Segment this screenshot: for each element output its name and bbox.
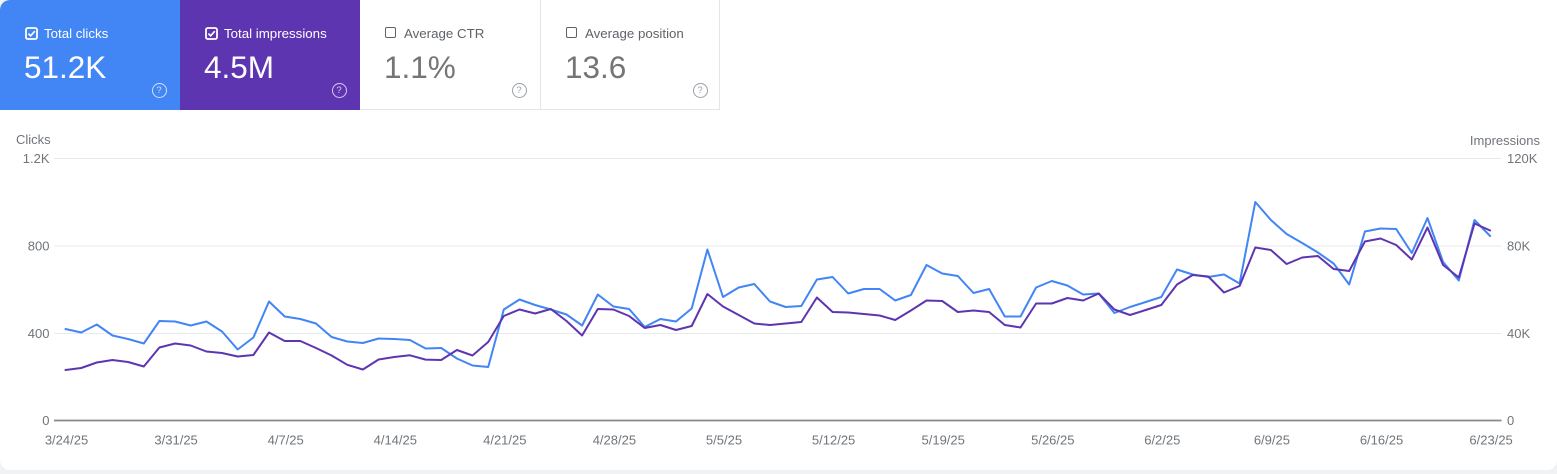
svg-text:Clicks: Clicks: [16, 132, 51, 147]
svg-text:4/14/25: 4/14/25: [374, 433, 417, 448]
svg-text:5/12/25: 5/12/25: [812, 433, 855, 448]
svg-text:6/16/25: 6/16/25: [1360, 433, 1403, 448]
svg-text:0: 0: [42, 413, 49, 428]
svg-text:800: 800: [28, 239, 50, 254]
svg-text:5/5/25: 5/5/25: [706, 433, 742, 448]
svg-text:40K: 40K: [1507, 326, 1530, 341]
svg-text:5/26/25: 5/26/25: [1031, 433, 1074, 448]
svg-text:6/9/25: 6/9/25: [1254, 433, 1290, 448]
svg-text:3/24/25: 3/24/25: [45, 433, 88, 448]
svg-text:400: 400: [28, 326, 50, 341]
svg-text:6/2/25: 6/2/25: [1144, 433, 1180, 448]
svg-text:0: 0: [1507, 413, 1514, 428]
svg-text:4/28/25: 4/28/25: [593, 433, 636, 448]
svg-text:6/23/25: 6/23/25: [1469, 433, 1512, 448]
svg-text:3/31/25: 3/31/25: [154, 433, 197, 448]
svg-text:120K: 120K: [1507, 151, 1538, 166]
svg-text:5/19/25: 5/19/25: [922, 433, 965, 448]
svg-text:4/7/25: 4/7/25: [268, 433, 304, 448]
svg-text:1.2K: 1.2K: [23, 151, 50, 166]
svg-text:Impressions: Impressions: [1470, 133, 1541, 148]
svg-text:4/21/25: 4/21/25: [483, 433, 526, 448]
svg-text:80K: 80K: [1507, 239, 1530, 254]
